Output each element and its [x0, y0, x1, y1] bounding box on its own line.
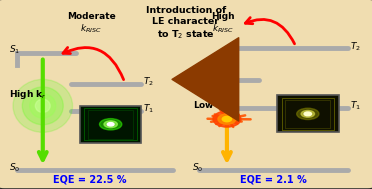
FancyArrowPatch shape — [63, 47, 124, 80]
FancyArrowPatch shape — [246, 18, 295, 44]
Ellipse shape — [35, 99, 50, 112]
Ellipse shape — [213, 111, 241, 127]
Text: $T_1$: $T_1$ — [143, 102, 154, 115]
Text: $S_0$: $S_0$ — [192, 161, 203, 174]
Ellipse shape — [30, 94, 56, 118]
Text: EQE = 2.1 %: EQE = 2.1 % — [240, 174, 307, 184]
Text: $S_1$: $S_1$ — [192, 72, 203, 85]
Circle shape — [297, 108, 319, 120]
Text: Introduction of
LE character
to T$_2$ state: Introduction of LE character to T$_2$ st… — [146, 6, 226, 41]
Ellipse shape — [13, 79, 73, 132]
Text: High
$k_{RISC}$: High $k_{RISC}$ — [211, 12, 235, 35]
Text: $T_2$: $T_2$ — [350, 40, 360, 53]
Bar — [277, 95, 339, 132]
Text: Moderate
$k_{RISC}$: Moderate $k_{RISC}$ — [67, 12, 116, 35]
Text: High k$_r$: High k$_r$ — [9, 88, 47, 101]
Circle shape — [108, 123, 114, 126]
Circle shape — [104, 121, 118, 128]
Circle shape — [301, 110, 315, 117]
Text: $T_1$: $T_1$ — [350, 100, 361, 112]
Text: $S_1$: $S_1$ — [9, 44, 20, 56]
FancyArrowPatch shape — [172, 38, 239, 121]
Circle shape — [304, 112, 312, 116]
Bar — [80, 106, 141, 143]
Text: Low k$_r$: Low k$_r$ — [193, 100, 227, 112]
Ellipse shape — [222, 116, 231, 122]
Text: $S_0$: $S_0$ — [9, 161, 20, 174]
Ellipse shape — [22, 87, 63, 125]
Text: EQE = 22.5 %: EQE = 22.5 % — [52, 174, 126, 184]
Circle shape — [100, 119, 122, 130]
Text: $T_2$: $T_2$ — [143, 76, 154, 88]
Ellipse shape — [218, 114, 236, 124]
